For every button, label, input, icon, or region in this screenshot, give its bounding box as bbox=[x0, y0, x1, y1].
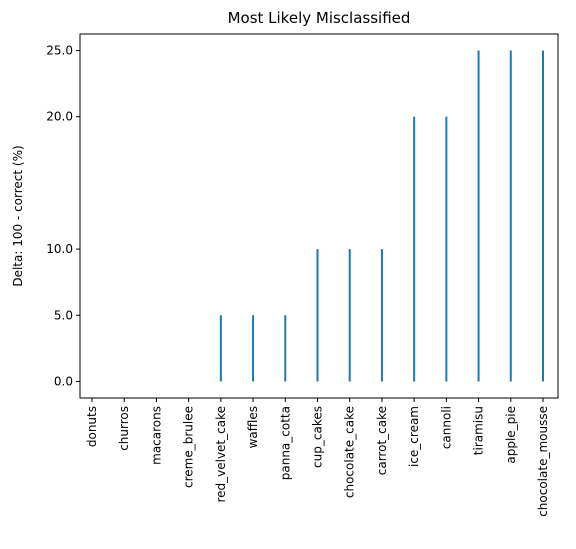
x-tick-label: red_velvet_cake bbox=[214, 406, 228, 503]
y-axis-label: Delta: 100 - correct (%) bbox=[11, 145, 25, 286]
x-axis: donuts churros macarons creme_brulee red_vel… bbox=[85, 398, 550, 517]
chart-title: Most Likely Misclassified bbox=[228, 9, 411, 27]
x-tick-label: carrot_cake bbox=[375, 406, 389, 475]
y-tick-label: 5.0 bbox=[54, 308, 73, 322]
x-tick-label: apple_pie bbox=[504, 406, 518, 464]
y-axis: 0.0 5.0 10.0 20.0 25.0 bbox=[46, 44, 80, 388]
x-tick-label: chocolate_mousse bbox=[536, 406, 550, 517]
y-tick-label: 10.0 bbox=[46, 242, 73, 256]
x-tick-label: donuts bbox=[85, 406, 99, 447]
x-tick-label: chocolate_cake bbox=[343, 406, 357, 498]
x-tick-label: panna_cotta bbox=[278, 406, 292, 480]
x-tick-label: churros bbox=[117, 406, 131, 451]
bars bbox=[219, 50, 544, 382]
x-tick-label: ice_cream bbox=[407, 406, 421, 467]
x-tick-label: cannoli bbox=[439, 406, 453, 449]
plot-frame bbox=[79, 33, 559, 399]
x-tick-label: macarons bbox=[149, 406, 163, 465]
y-tick-label: 20.0 bbox=[46, 110, 73, 124]
y-tick-label: 0.0 bbox=[54, 374, 73, 388]
y-tick-label: 25.0 bbox=[46, 44, 73, 58]
x-tick-label: creme_brulee bbox=[182, 406, 196, 488]
x-tick-label: cup_cakes bbox=[311, 406, 325, 468]
x-tick-label: waffles bbox=[246, 406, 260, 448]
x-tick-label: tiramisu bbox=[472, 406, 486, 455]
